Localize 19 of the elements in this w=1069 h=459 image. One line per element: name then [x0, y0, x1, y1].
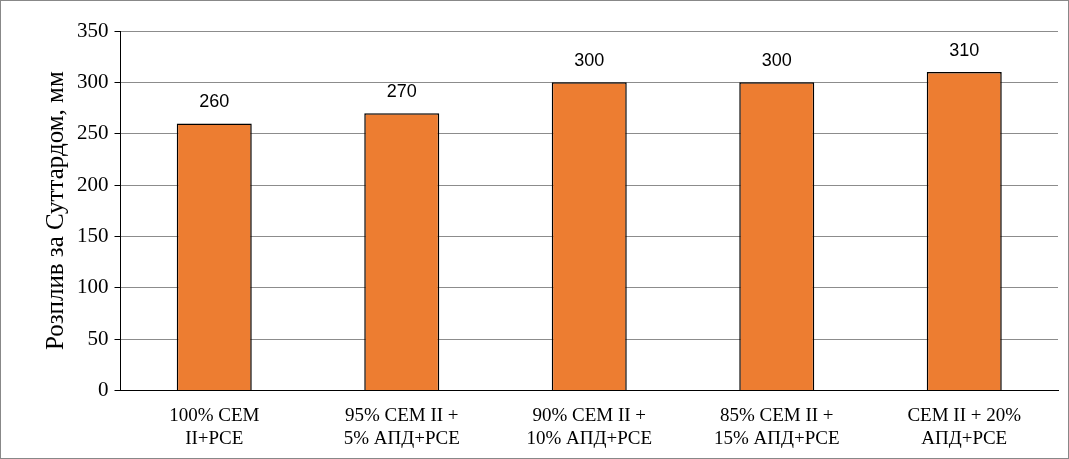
x-tick-label: 85% CEM II + 15% АПД+PCE	[713, 403, 840, 448]
y-tick-label: 100	[77, 274, 109, 299]
data-label: 300	[574, 50, 605, 71]
y-axis-title: Розплив за Суттардом, мм	[40, 71, 68, 351]
data-label: 270	[386, 81, 417, 102]
x-tick-label: 90% CEM II + 10% АПД+PCE	[526, 403, 653, 448]
x-tick-label: 95% CEM II + 5% АПД+PCE	[343, 403, 460, 448]
y-tick-label: 250	[77, 120, 109, 145]
y-tick-label: 200	[77, 171, 109, 196]
y-tick-label: 300	[77, 68, 109, 93]
data-label: 300	[761, 50, 792, 71]
data-label: 310	[949, 40, 980, 61]
y-tick-label: 50	[87, 325, 109, 350]
y-tick-label: 150	[77, 222, 109, 247]
x-tick-label: CEM II + 20% АПД+PCE	[907, 403, 1022, 448]
y-tick-label: 350	[77, 17, 109, 42]
x-tick-label: 100% CEM II+PCE	[169, 403, 260, 448]
y-tick-label: 0	[98, 376, 109, 401]
data-label: 260	[199, 91, 230, 112]
